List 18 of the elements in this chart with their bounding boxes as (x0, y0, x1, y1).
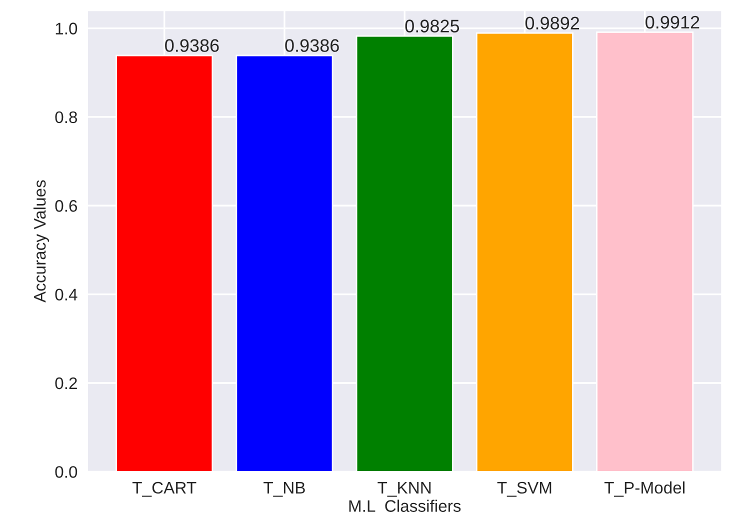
y-tick-label: 1.0 (56, 22, 78, 34)
data-label: 0.9386 (285, 39, 339, 52)
y-axis-title: Accuracy Values (34, 180, 50, 303)
x-tick-label: T_P-Model (604, 481, 684, 497)
data-label: 0.9912 (646, 16, 700, 29)
x-tick-label: T_CART (132, 482, 196, 497)
data-label: 0.9892 (525, 16, 580, 30)
y-tick-label: 0.2 (55, 377, 77, 390)
y-tick-label: 0.8 (55, 111, 78, 124)
x-tick-label: T_KNN (378, 482, 431, 497)
x-tick-label: T_NB (264, 482, 305, 497)
y-tick-label: 0.6 (55, 200, 78, 212)
x-tick-label: T_SVM (497, 482, 552, 497)
data-label: 0.9386 (165, 39, 219, 52)
y-tick-label: 0.4 (55, 288, 78, 301)
data-label: 0.9825 (405, 20, 460, 32)
x-axis-title: M.L Classifiers (349, 500, 461, 512)
y-tick-label: 0.0 (55, 466, 78, 478)
